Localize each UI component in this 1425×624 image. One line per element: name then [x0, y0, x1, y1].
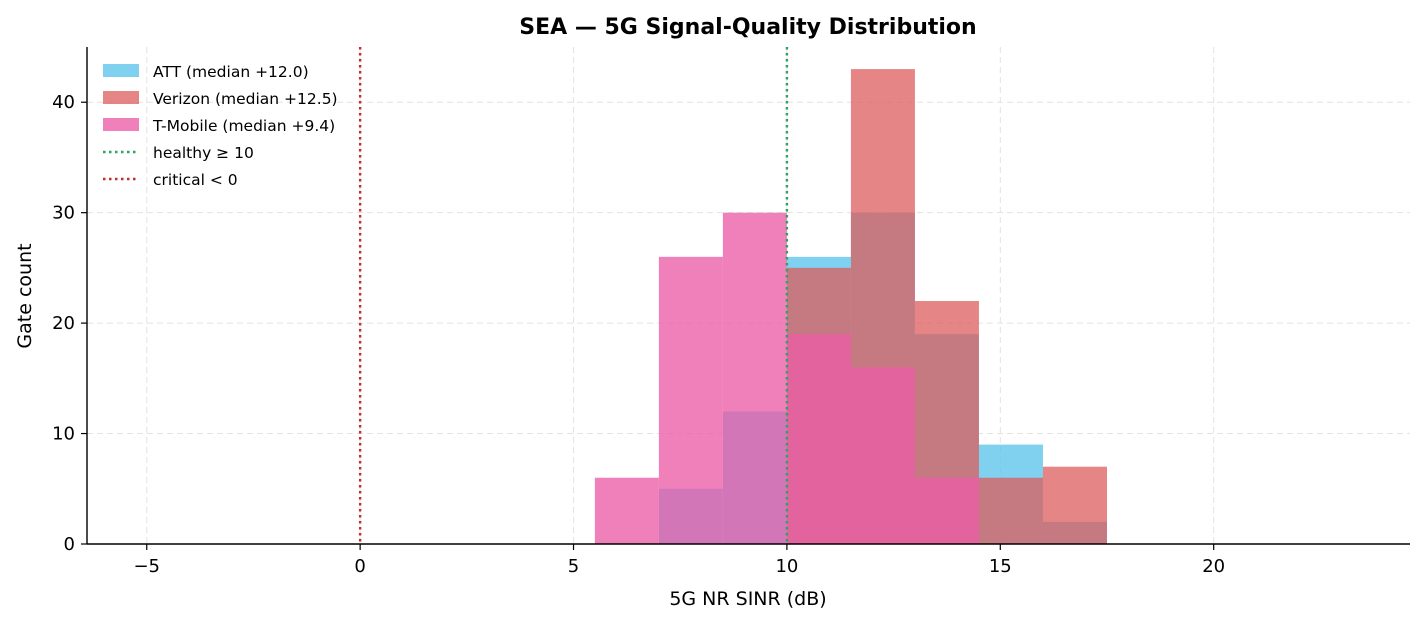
x-axis-label: 5G NR SINR (dB): [669, 588, 826, 610]
histogram-bar: [658, 256, 723, 544]
legend-label: Verizon (median +12.5): [153, 90, 338, 108]
legend-label: healthy ≥ 10: [153, 144, 254, 162]
histogram-bar: [722, 212, 787, 544]
histogram-bar: [1042, 466, 1107, 544]
legend: ATT (median +12.0) Verizon (median +12.5)…: [103, 63, 338, 189]
y-tick-label: 10: [52, 424, 75, 445]
y-tick-label: 40: [52, 92, 75, 113]
histogram-bar: [978, 477, 1043, 544]
x-tick-label: 5: [568, 556, 579, 577]
legend-swatch: [103, 64, 139, 77]
legend-label: ATT (median +12.0): [153, 63, 309, 81]
y-axis-label: Gate count: [14, 243, 36, 348]
x-tick-label: 20: [1202, 556, 1225, 577]
reference-lines: [358, 47, 789, 544]
legend-swatch: [103, 118, 139, 131]
histogram-bar: [786, 334, 851, 544]
x-tick-label: 15: [989, 556, 1012, 577]
x-tick-label: 10: [775, 556, 798, 577]
x-tick-label: −5: [133, 556, 160, 577]
histogram-bar: [850, 367, 915, 544]
y-tick-label: 30: [52, 203, 75, 224]
y-tick-label: 0: [64, 534, 75, 555]
legend-swatch: [103, 91, 139, 104]
axes: [86, 47, 1410, 545]
histogram-bar: [594, 477, 659, 544]
chart-title: SEA — 5G Signal-Quality Distribution: [519, 15, 976, 40]
y-tick-label: 20: [52, 313, 75, 334]
legend-label: T-Mobile (median +9.4): [152, 117, 335, 135]
histogram-bars: [594, 69, 1107, 544]
legend-label: critical < 0: [153, 171, 238, 189]
histogram-bar: [914, 477, 979, 544]
ticks: −5 0 5 10 15 20 0 10 20 30 40: [52, 92, 1225, 577]
x-tick-label: 0: [354, 556, 365, 577]
